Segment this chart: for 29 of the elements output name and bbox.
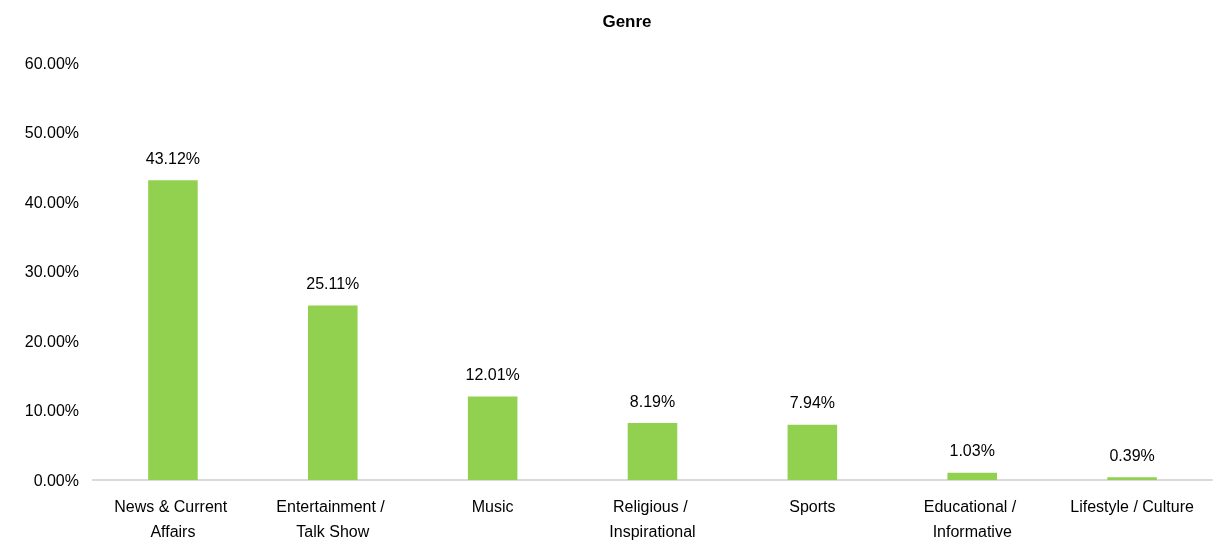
data-label: 7.94%: [789, 394, 836, 412]
y-tick-label: 40.00%: [24, 193, 79, 211]
x-tick-label: Sports: [789, 498, 836, 515]
y-tick-label: 10.00%: [24, 402, 79, 419]
data-label: 43.12%: [145, 149, 201, 167]
y-tick-label: 30.00%: [24, 263, 79, 280]
y-tick-label: 50.00%: [24, 124, 79, 141]
bar: [467, 396, 518, 480]
bar: [787, 424, 838, 480]
x-tick-label: Entertainment / Talk Show: [276, 498, 390, 540]
x-tick-label: Lifestyle / Culture: [1070, 498, 1194, 515]
x-tick-label: Educational / Informative: [923, 498, 1021, 540]
data-label: 1.03%: [949, 442, 995, 460]
y-tick-label: 0.00%: [33, 471, 79, 489]
data-label: 8.19%: [629, 392, 676, 410]
chart-title: Genre: [602, 12, 652, 31]
bar: [148, 180, 198, 480]
bar: [1107, 477, 1157, 480]
y-tick-label: 60.00%: [24, 54, 79, 72]
x-tick-label: News & Current Affairs: [114, 498, 232, 540]
bar: [947, 472, 997, 480]
y-tick-label: 20.00%: [24, 332, 79, 350]
x-tick-label: Religious / Inspirational: [609, 498, 696, 540]
bar: [308, 305, 358, 480]
bar: [627, 423, 678, 480]
x-tick-label: Music: [471, 498, 514, 515]
data-label: 0.39%: [1109, 446, 1155, 464]
data-label: 12.01%: [465, 366, 520, 384]
data-label: 25.11%: [306, 274, 360, 292]
